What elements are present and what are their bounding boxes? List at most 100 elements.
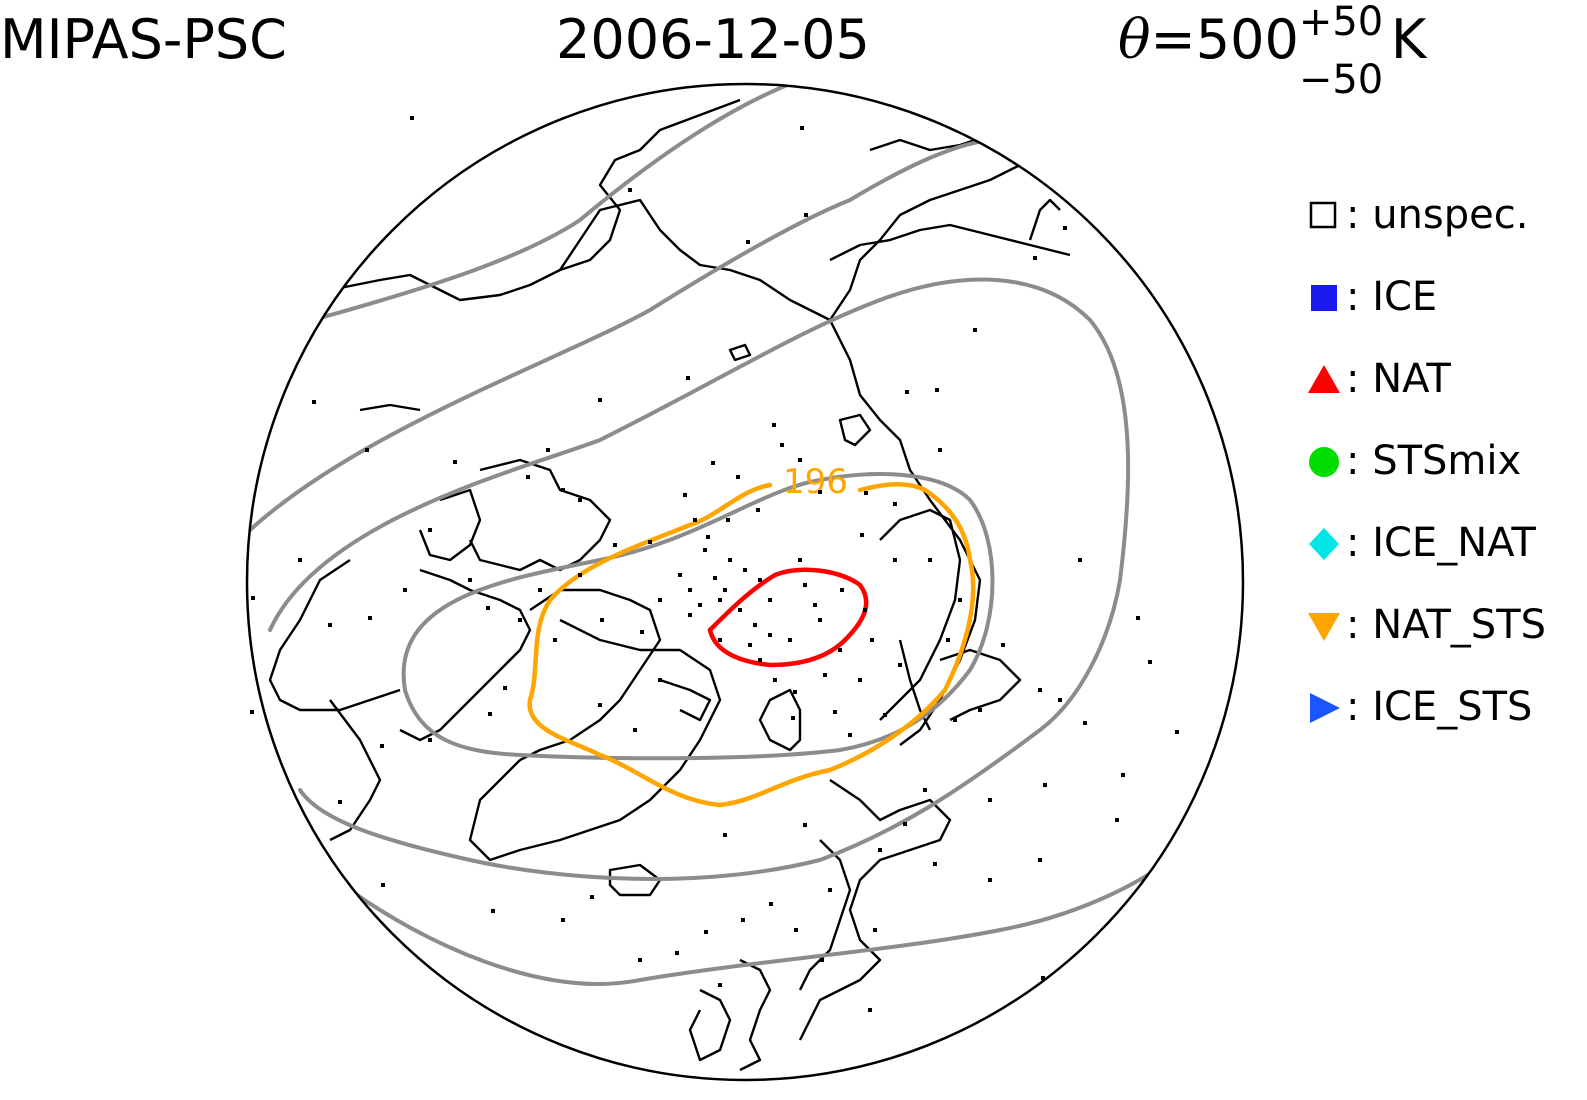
legend-label: : ICE_NAT [1346, 520, 1536, 566]
measurement-point [758, 578, 762, 582]
legend-item-ice: : ICE [1304, 272, 1437, 322]
measurement-point [1043, 783, 1047, 787]
measurement-point [312, 400, 316, 404]
measurement-point [818, 618, 822, 622]
legend-label: : unspec. [1346, 192, 1529, 238]
measurement-point [553, 638, 557, 642]
measurement-point [1175, 730, 1179, 734]
measurement-point [598, 703, 602, 707]
measurement-point [380, 744, 384, 748]
legend-label: : NAT [1346, 356, 1451, 402]
measurement-point [503, 686, 507, 690]
measurement-point [804, 213, 808, 217]
measurement-point [848, 733, 852, 737]
measurement-point [988, 878, 992, 882]
measurement-point [798, 558, 802, 562]
measurement-point [791, 716, 795, 720]
measurement-point [488, 712, 492, 716]
measurement-point [1083, 721, 1087, 725]
measurement-point [428, 738, 432, 742]
measurement-point [933, 862, 937, 866]
measurement-point [772, 423, 776, 427]
measurement-point [935, 388, 939, 392]
measurement-point [633, 728, 637, 732]
coastlines [268, 98, 1071, 1072]
measurement-point [758, 658, 762, 662]
theta-symbol: θ [1118, 8, 1151, 71]
legend-symbol-square-open [1309, 201, 1337, 229]
measurement-point [598, 398, 602, 402]
measurement-point [946, 638, 950, 642]
legend-symbol-circle [1309, 447, 1339, 477]
measurement-point [800, 126, 804, 130]
measurement-point [868, 1008, 872, 1012]
measurement-point [491, 909, 495, 913]
measurement-point [768, 633, 772, 637]
contour-196 [527, 481, 976, 808]
measurement-point [706, 535, 710, 539]
measurement-point [860, 533, 864, 537]
measurement-point [711, 461, 715, 465]
measurement-point [1078, 558, 1082, 562]
measurement-point [403, 588, 407, 592]
measurement-point [638, 958, 642, 962]
grey-contours [248, 84, 1182, 986]
measurement-point [628, 188, 632, 192]
measurement-point [688, 613, 692, 617]
measurement-point [953, 718, 957, 722]
legend-symbol-triangle-right [1310, 693, 1340, 723]
measurement-point [753, 623, 757, 627]
measurement-point [590, 895, 594, 899]
measurement-point [468, 578, 472, 582]
measurement-point [1001, 643, 1005, 647]
measurement-point [381, 883, 385, 887]
measurement-point [1058, 698, 1062, 702]
measurement-point [728, 558, 732, 562]
measurement-point [613, 543, 617, 547]
measurement-point [1148, 660, 1152, 664]
measurement-point [1136, 616, 1140, 620]
measurement-point [803, 823, 807, 827]
measurement-point [756, 508, 760, 512]
measurement-point [688, 588, 692, 592]
measurement-point [958, 598, 962, 602]
theta-unit: K [1390, 8, 1427, 71]
date-title: 2006-12-05 [556, 8, 870, 71]
measurement-point [723, 833, 727, 837]
measurement-point [368, 616, 372, 620]
legend-label: : ICE [1346, 274, 1438, 320]
measurement-point [1038, 858, 1042, 862]
theta-value: =500 [1150, 8, 1299, 71]
measurement-point [928, 558, 932, 562]
measurement-point [1038, 688, 1042, 692]
measurement-point [840, 588, 844, 592]
instrument-title: MIPAS-PSC [0, 8, 287, 71]
contour-label-196: 196 [783, 462, 848, 502]
measurement-point [923, 788, 927, 792]
measurement-point [1033, 256, 1037, 260]
measurement-point [828, 888, 832, 892]
measurement-point [1041, 976, 1045, 980]
measurement-point [703, 548, 707, 552]
theta-level-title: θ=500 +50 −50 K [1118, 0, 1427, 102]
measurement-point [893, 558, 897, 562]
measurement-point [546, 448, 550, 452]
legend-item-nat: : NAT [1304, 354, 1451, 404]
measurement-point [578, 573, 582, 577]
measurement-point [578, 498, 582, 502]
measurement-point [798, 458, 802, 462]
legend-item-ice_nat: : ICE_NAT [1304, 518, 1536, 568]
measurement-point [1115, 818, 1119, 822]
measurement-point [718, 598, 722, 602]
legend-symbol-triangle-up [1308, 365, 1340, 393]
measurement-point [561, 488, 565, 492]
measurement-point [561, 918, 565, 922]
measurement-point [410, 116, 414, 120]
legend-label: : ICE_STS [1346, 684, 1533, 730]
measurement-point [870, 638, 874, 642]
measurement-point [873, 928, 877, 932]
measurement-point [746, 240, 750, 244]
measurement-point [713, 576, 717, 580]
measurement-point [818, 490, 822, 494]
legend-item-stsmix: : STSmix [1304, 436, 1521, 486]
